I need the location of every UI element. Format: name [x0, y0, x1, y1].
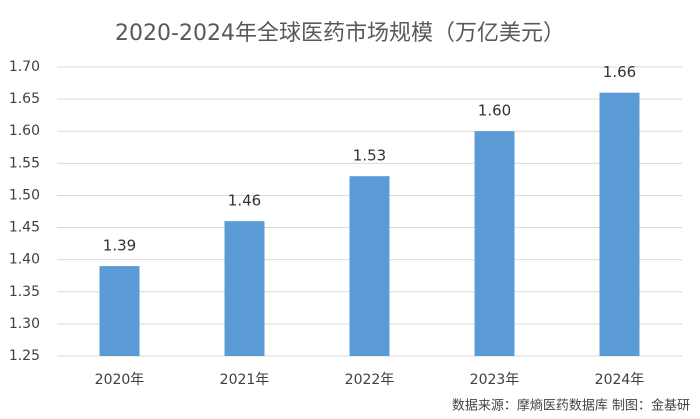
y-tick-label: 1.40 [9, 252, 40, 268]
y-tick-label: 1.70 [9, 59, 40, 75]
y-tick-label: 1.60 [9, 123, 40, 139]
x-tick-label: 2020年 [95, 372, 145, 388]
y-tick-label: 1.30 [9, 316, 40, 332]
x-tick-label: 2024年 [595, 372, 645, 388]
x-tick-label: 2022年 [345, 372, 395, 388]
bar [99, 266, 140, 356]
y-tick-label: 1.50 [9, 187, 40, 203]
value-label: 1.53 [353, 147, 386, 165]
source-note: 数据来源：摩熵医药数据库 制图：金基研 [452, 398, 690, 414]
bar [474, 131, 515, 356]
chart-title: 2020-2024年全球医药市场规模（万亿美元） [115, 21, 565, 46]
value-label: 1.60 [478, 102, 511, 120]
y-tick-label: 1.45 [9, 220, 40, 236]
bar [224, 221, 265, 356]
x-tick-label: 2023年 [470, 372, 520, 388]
y-tick-label: 1.25 [9, 348, 40, 364]
bar [349, 176, 390, 356]
x-tick-label: 2021年 [220, 372, 270, 388]
value-label: 1.39 [103, 237, 136, 255]
y-tick-label: 1.55 [9, 155, 40, 171]
value-label: 1.66 [603, 63, 636, 81]
bar [599, 92, 640, 356]
y-tick-label: 1.35 [9, 284, 40, 300]
y-tick-label: 1.65 [9, 91, 40, 107]
value-label: 1.46 [228, 192, 261, 210]
